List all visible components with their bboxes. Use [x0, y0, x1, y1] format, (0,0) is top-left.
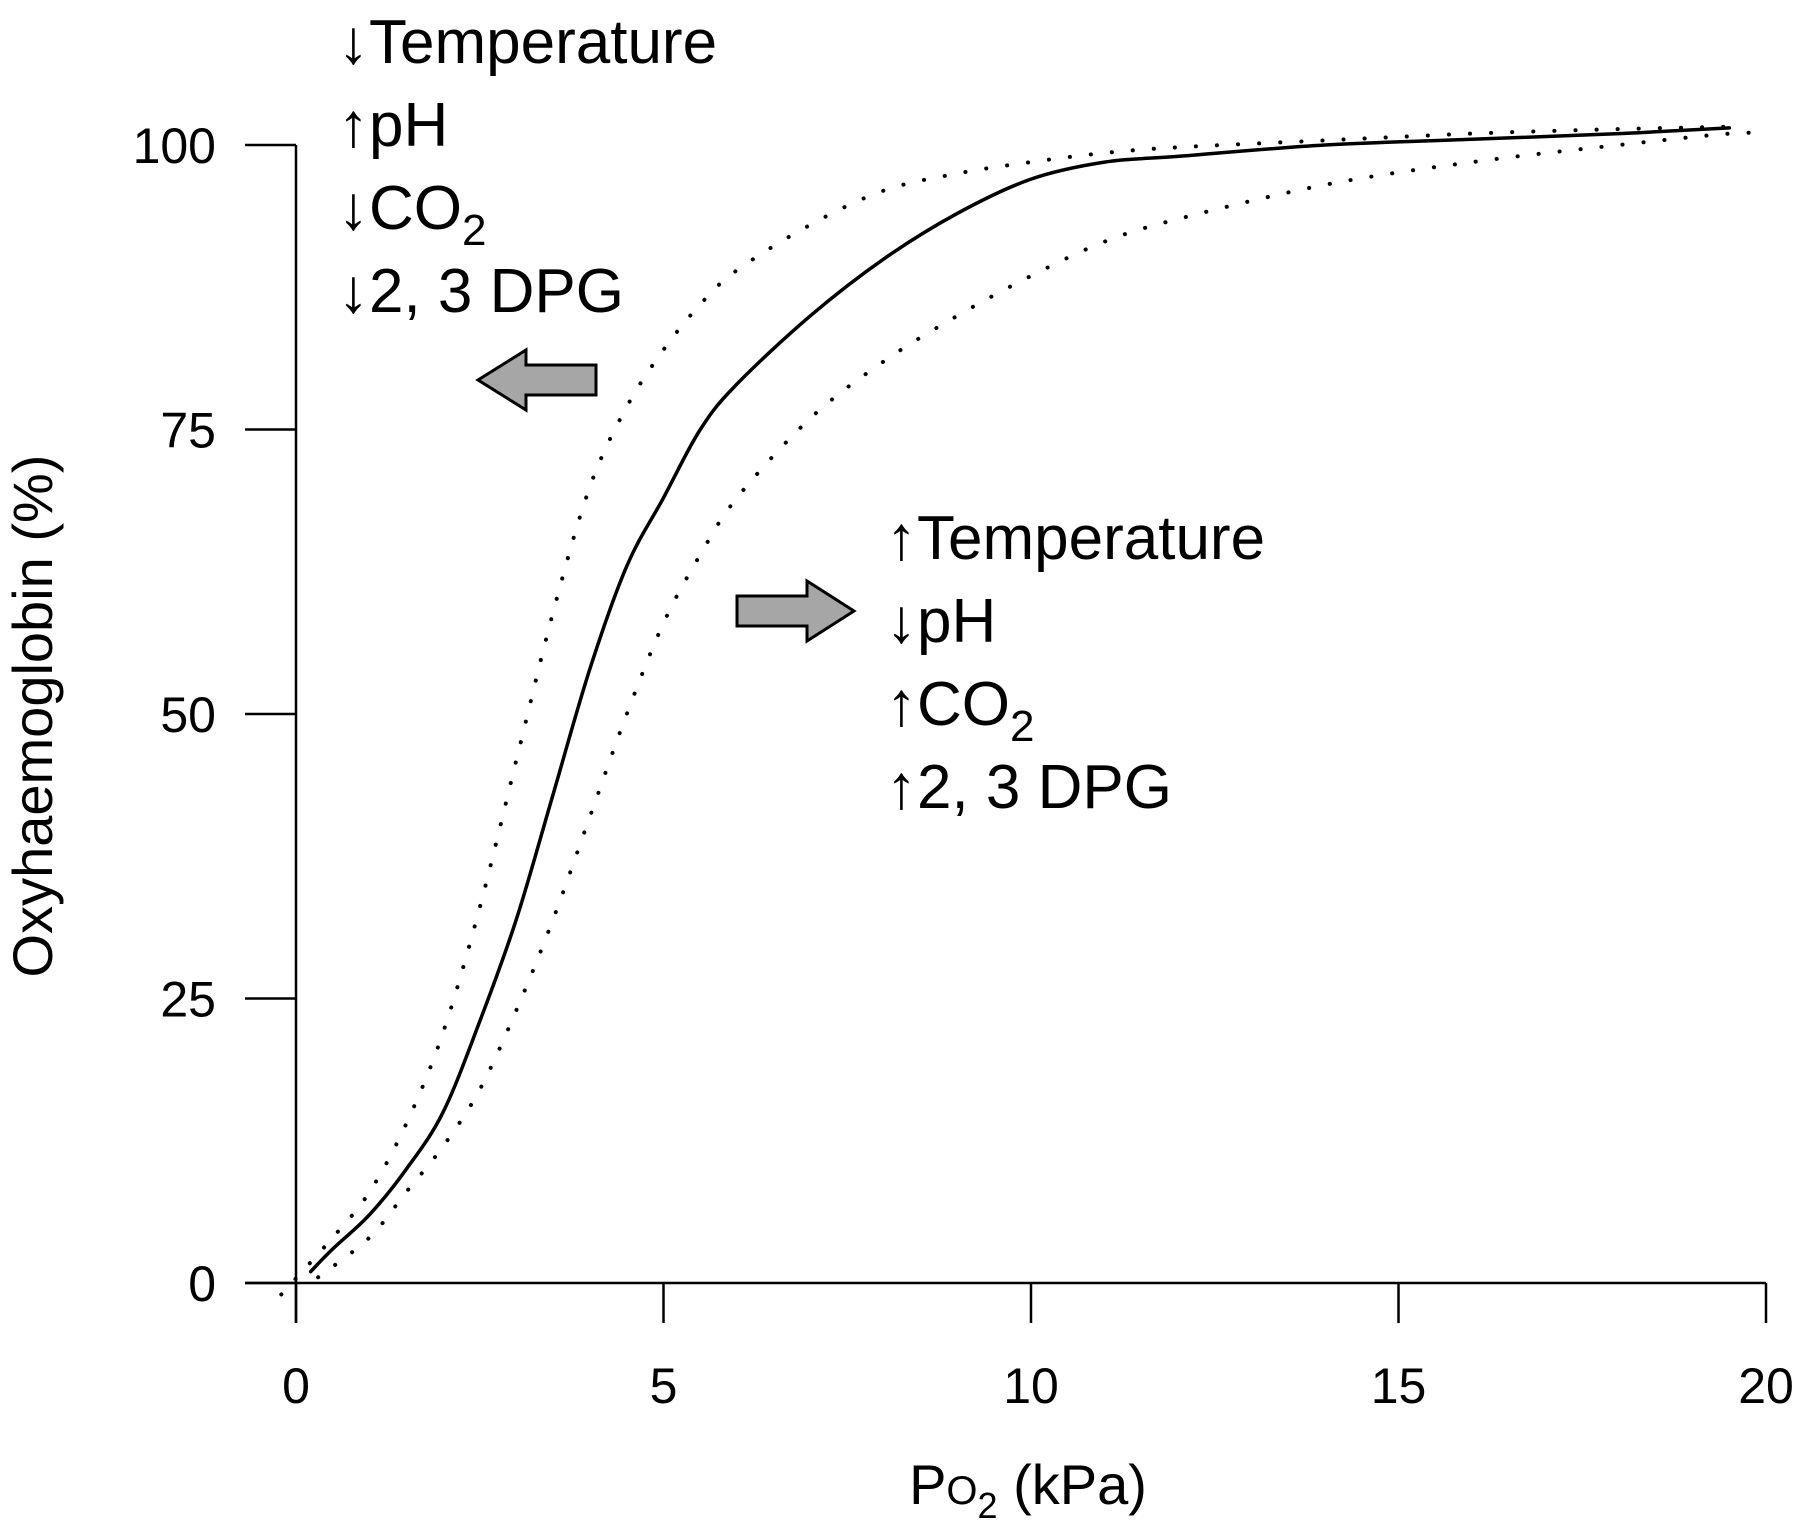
left-shift-arrow — [475, 347, 598, 413]
x-tick-label: 0 — [282, 1358, 310, 1414]
normal-curve — [308, 126, 1732, 1274]
annotation-line: ↑2, 3 DPG — [886, 753, 1172, 822]
y-tick-label: 100 — [133, 118, 216, 174]
right-shift-factors: ↑Temperature ↓pH ↑CO2↑2, 3 DPG — [886, 504, 1265, 822]
x-tick-label: 20 — [1738, 1358, 1794, 1414]
annotation-line: ↓2, 3 DPG — [338, 257, 624, 326]
curves — [279, 124, 1768, 1297]
y-tick-label: 25 — [160, 972, 216, 1028]
x-tick-label: 10 — [1003, 1358, 1059, 1414]
right-shifted-curve — [316, 130, 1768, 1280]
axes: 0 25 50 75 100 0 5 10 15 20 PO2 (kPa) Oxyhaemoglobi… — [1, 118, 1794, 1522]
x-tick-label: 5 — [650, 1358, 678, 1414]
right-shift-arrow — [735, 578, 857, 644]
x-axis-title: PO2 (kPa) — [909, 1453, 1147, 1522]
y-tick-label: 0 — [188, 1256, 216, 1312]
annotation-line: ↑Temperature — [886, 504, 1265, 573]
y-tick-label: 75 — [160, 403, 216, 459]
shift-arrows — [475, 347, 857, 644]
left-shift-factors: ↓Temperature ↑pH ↓CO2↓2, 3 DPG — [338, 8, 717, 326]
x-tick-label: 15 — [1371, 1358, 1427, 1414]
y-axis-title: Oxyhaemoglobin (%) — [1, 455, 64, 978]
annotation-line: ↓Temperature — [338, 8, 717, 77]
y-tick-label: 50 — [160, 687, 216, 743]
annotation-line: ↓pH — [886, 587, 996, 656]
annotation-line: ↑pH — [338, 91, 448, 160]
annotation-line: ↑CO2 — [886, 670, 1034, 751]
annotation-line: ↓CO2 — [338, 174, 486, 255]
annotations: ↓Temperature ↑pH ↓CO2↓2, 3 DPG ↑Temperature… — [338, 8, 1265, 822]
